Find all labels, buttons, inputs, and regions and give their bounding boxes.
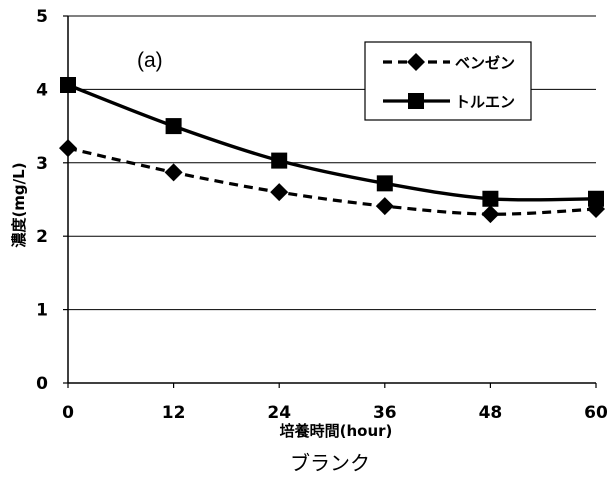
data-point-benzene-0 [59,139,77,158]
legend-box [364,41,532,121]
data-point-benzene-36 [375,197,394,216]
x-tick-label-48: 48 [479,403,503,423]
data-point-toluene-36 [376,175,393,192]
x-tick-label-36: 36 [373,403,397,423]
series-line-benzene [67,146,597,216]
legend-label-toluene: トルエン [455,93,515,111]
data-point-benzene-12 [164,163,183,182]
x-tick-label-24: 24 [267,403,291,423]
data-point-toluene-12 [165,118,182,135]
y-tick-label-2: 2 [36,227,48,247]
data-point-toluene-48 [482,190,499,207]
y-tick-label-1: 1 [36,301,48,321]
y-axis-title: 濃度(mg/L) [10,162,28,247]
legend-marker-toluene [408,93,424,109]
x-tick-labels: 0 12 24 36 48 60 [62,403,608,423]
legend-label-benzene: ベンゼン [455,54,515,72]
y-tick-label-3: 3 [36,154,48,174]
y-tick-label-0: 0 [36,374,48,394]
x-tick-label-12: 12 [162,403,186,423]
panel-label: (a) [137,49,163,72]
x-tick-label-0: 0 [62,403,74,423]
x-tick-label-60: 60 [584,403,608,423]
data-point-toluene-60 [588,190,604,207]
data-point-benzene-48 [481,205,500,224]
series-line-toluene [67,83,597,202]
y-tick-label-4: 4 [36,80,48,100]
series-layer [59,76,605,224]
data-point-toluene-0 [60,76,76,93]
y-tick-labels: 0 1 2 3 4 5 [36,7,48,394]
y-tick-label-5: 5 [36,7,48,27]
chart-caption: ブランク [290,451,370,475]
x-axis-title: 培養時間(hour) [280,422,393,440]
data-point-benzene-24 [270,183,289,202]
data-point-toluene-24 [271,152,288,169]
legend-marker-benzene [407,53,425,71]
